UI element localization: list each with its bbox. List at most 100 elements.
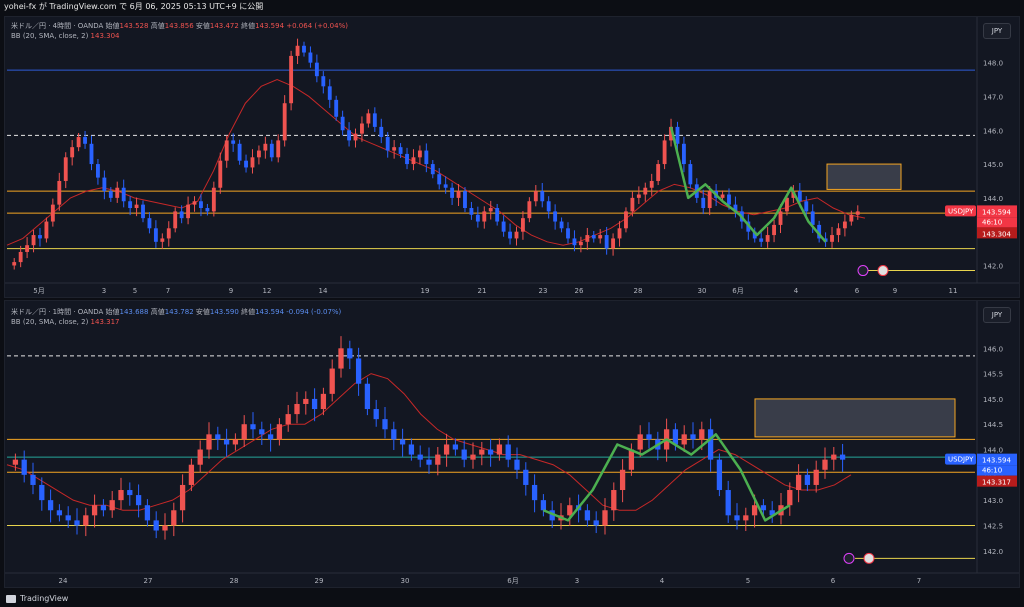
candle-body: [308, 52, 313, 63]
candle-body: [237, 143, 242, 161]
candle-body: [231, 140, 236, 144]
candle-body: [624, 211, 628, 229]
y-tick-label: 146.0: [983, 345, 1003, 353]
x-tick-label: 6月: [732, 287, 743, 295]
candle-body: [135, 495, 142, 506]
candle-body: [372, 113, 377, 127]
candle-body: [656, 164, 661, 181]
low-value: 143.472: [209, 22, 239, 30]
candle-body: [630, 197, 635, 212]
candle-body: [276, 140, 281, 158]
candle-body: [160, 238, 165, 242]
y-tick-label: 146.0: [983, 127, 1003, 135]
candle-body: [199, 201, 203, 209]
candle-body: [681, 434, 687, 445]
candle-body: [263, 143, 268, 151]
candle-body: [760, 505, 767, 511]
candle-body: [540, 500, 547, 511]
chart-1h-plot[interactable]: 142.0142.5143.0143.5144.0144.5145.0145.5…: [5, 301, 1019, 587]
candle-body: [250, 157, 255, 168]
chart-4h-plot[interactable]: 142.0143.0144.0145.0146.0147.0148.05月357…: [5, 17, 1019, 297]
chart-panel-4h[interactable]: 142.0143.0144.0145.0146.0147.0148.05月357…: [4, 16, 1020, 298]
candle-body: [127, 490, 133, 496]
x-tick-label: 5月: [33, 287, 44, 295]
candle-body: [250, 424, 256, 430]
candle-body: [495, 208, 500, 222]
candle-body: [360, 123, 364, 134]
candle-body: [347, 348, 353, 359]
bb-tag-bg: [977, 475, 1017, 487]
candle-body: [355, 358, 362, 384]
candle-body: [408, 444, 415, 455]
candle-body: [314, 62, 319, 77]
open-value: 143.528: [119, 22, 149, 30]
candle-body: [479, 449, 485, 455]
x-tick-label: 7: [917, 577, 921, 585]
countdown-tag-bg: [977, 217, 1017, 228]
candle-body: [44, 221, 49, 239]
footer-bar: TradingView: [0, 590, 1024, 607]
currency-button[interactable]: JPY: [983, 307, 1011, 323]
candle-body: [817, 224, 822, 239]
candle-body: [559, 221, 564, 229]
candle-body: [521, 218, 525, 232]
symbol-tag-bg: [945, 205, 976, 217]
candle-body: [637, 434, 643, 450]
x-tick-label: 7: [166, 287, 170, 295]
candle-body: [65, 515, 71, 521]
y-tick-label: 145.0: [983, 396, 1003, 404]
candle-body: [496, 444, 503, 455]
candle-body: [334, 99, 339, 117]
candle-body: [598, 235, 603, 239]
candle-body: [166, 228, 171, 239]
y-tick-label: 144.0: [983, 195, 1003, 203]
candle-body: [179, 484, 186, 511]
candle-body: [366, 113, 371, 124]
candle-body: [18, 251, 23, 263]
candle-body: [171, 510, 177, 526]
candle-body: [241, 424, 247, 440]
candle-body: [813, 469, 819, 485]
candle-body: [50, 204, 55, 222]
bb-value: 143.317: [90, 318, 120, 326]
candle-body: [173, 211, 178, 229]
y-tick-label: 142.0: [983, 262, 1003, 270]
candle-body: [566, 228, 570, 239]
high-value: 143.856: [164, 22, 194, 30]
candle-body: [765, 235, 770, 242]
bb-label: BB (20, SMA, close, 2): [11, 32, 89, 40]
x-tick-label: 14: [319, 287, 328, 295]
candle-body: [643, 187, 648, 195]
candle-body: [540, 191, 545, 202]
candle-body: [752, 231, 757, 239]
x-tick-label: 5: [133, 287, 137, 295]
candle-body: [514, 459, 520, 470]
candle-body: [21, 459, 27, 475]
candle-body: [759, 238, 764, 242]
zigzag-pattern-line: [542, 433, 791, 522]
chart-panel-1h[interactable]: 142.0142.5143.0143.5144.0144.5145.0145.5…: [4, 300, 1020, 588]
candle-body: [294, 403, 300, 415]
candle-body: [147, 218, 152, 229]
candle-body: [57, 180, 62, 205]
candle-body: [134, 204, 139, 209]
candle-body: [855, 211, 860, 215]
candle-body: [399, 439, 406, 445]
high-label: 高値: [150, 308, 165, 316]
candle-body: [224, 140, 229, 161]
candle-body: [743, 515, 749, 521]
countdown-tag-bg: [977, 465, 1017, 476]
bollinger-basis-line: [6, 79, 866, 246]
candle-body: [531, 484, 538, 501]
candle-body: [488, 208, 493, 212]
candle-body: [646, 434, 652, 440]
currency-button[interactable]: JPY: [983, 23, 1011, 39]
x-tick-label: 28: [634, 287, 643, 295]
candle-body: [527, 201, 532, 219]
candle-body: [836, 228, 841, 236]
candle-body: [470, 454, 476, 460]
candle-body: [31, 235, 36, 246]
x-tick-label: 3: [102, 287, 106, 295]
candle-body: [256, 150, 261, 158]
x-tick-label: 4: [660, 577, 665, 585]
